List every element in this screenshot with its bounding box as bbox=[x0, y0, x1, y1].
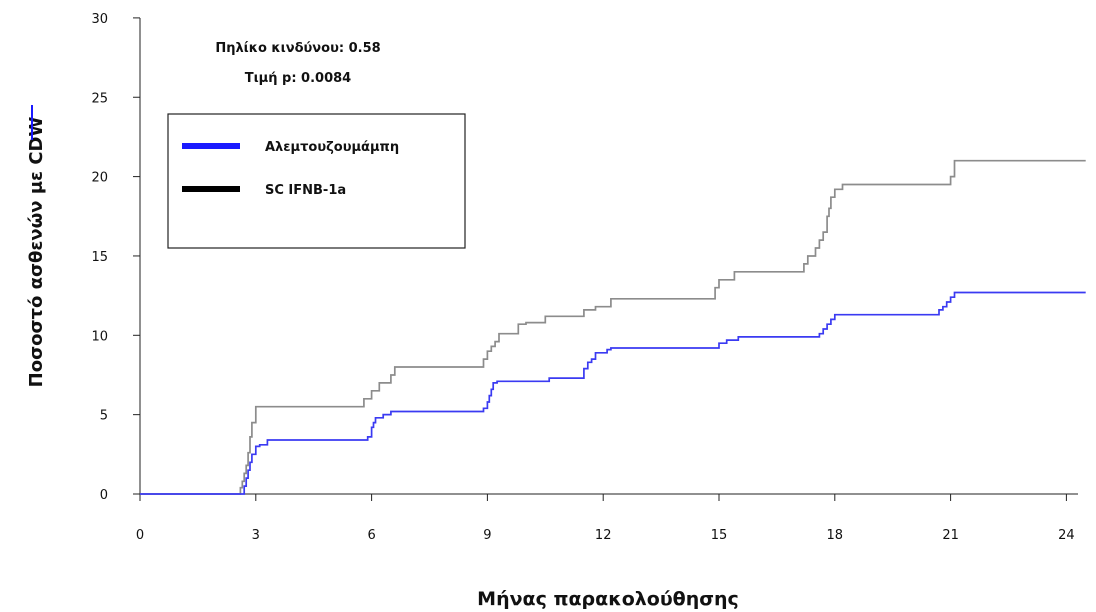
x-tick-label: 21 bbox=[942, 528, 959, 543]
series-line-ifnb bbox=[140, 159, 1086, 495]
legend-label-ifnb: SC IFNB-1a bbox=[265, 183, 346, 198]
y-tick-label: 30 bbox=[91, 12, 108, 27]
x-ticks-group: 0 3 6 9 12 15 18 21 24 bbox=[136, 494, 1075, 543]
y-axis-title: Ποσοστό ασθενών με CDW bbox=[26, 117, 47, 388]
x-tick-label: 9 bbox=[483, 528, 491, 543]
series-line-alemtuzumab bbox=[140, 291, 1086, 495]
y-tick-label: 5 bbox=[100, 409, 108, 424]
hazard-ratio-annotation: Πηλίκο κινδύνου: 0.58 bbox=[215, 41, 380, 56]
x-tick-label: 6 bbox=[367, 528, 375, 543]
y-tick-label: 20 bbox=[91, 171, 108, 186]
x-tick-label: 12 bbox=[595, 528, 612, 543]
y-tick-label: 25 bbox=[91, 91, 108, 106]
y-tick-label: 10 bbox=[91, 329, 108, 344]
y-tick-label: 15 bbox=[91, 250, 108, 265]
legend-box bbox=[167, 113, 466, 249]
legend-label-alemtuzumab: Αλεμτουζουμάμπη bbox=[265, 140, 399, 155]
x-tick-label: 24 bbox=[1058, 528, 1075, 543]
series-lines-group bbox=[140, 159, 1086, 495]
p-value-annotation: Τιμή p: 0.0084 bbox=[245, 71, 351, 86]
x-tick-label: 18 bbox=[827, 528, 844, 543]
x-tick-label: 0 bbox=[136, 528, 144, 543]
y-ticks-group: 0 5 10 15 20 25 30 bbox=[91, 12, 140, 503]
x-axis-title: Μήνας παρακολούθησης bbox=[477, 588, 739, 610]
x-tick-label: 15 bbox=[711, 528, 728, 543]
x-tick-label: 3 bbox=[252, 528, 260, 543]
y-tick-label: 0 bbox=[100, 488, 108, 503]
